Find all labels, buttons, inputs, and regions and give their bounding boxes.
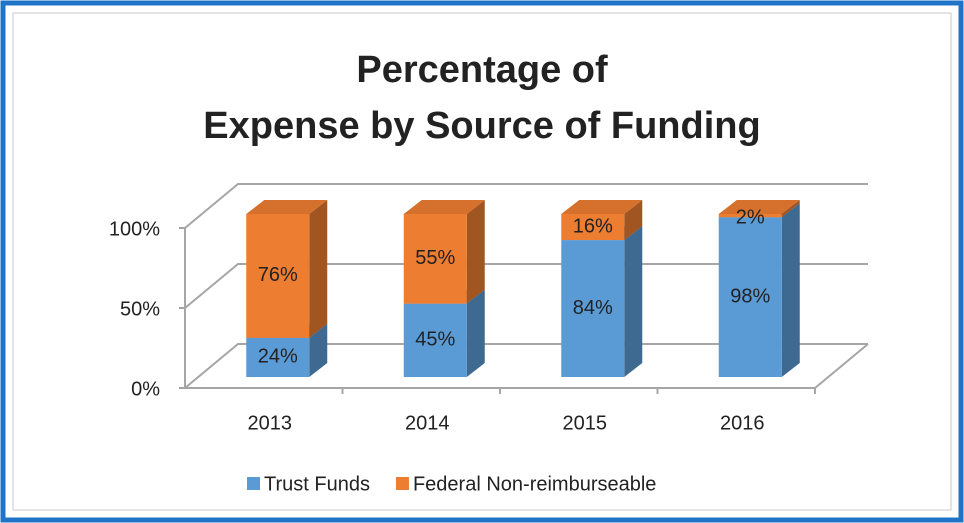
chart-title: Expense by Source of Funding — [203, 105, 760, 147]
bar-side — [624, 226, 643, 377]
bar — [718, 217, 782, 377]
data-label: 24% — [258, 346, 298, 368]
bar — [561, 240, 625, 377]
bar-side — [466, 200, 485, 304]
x-tick-label: 2016 — [720, 412, 765, 434]
x-tick-label: 2013 — [248, 412, 293, 434]
data-label: 2% — [736, 206, 765, 228]
legend-label: Trust Funds — [264, 473, 370, 495]
bar-top — [718, 200, 800, 214]
bar-side — [466, 289, 485, 377]
bar — [246, 337, 310, 377]
bar-side — [624, 200, 643, 241]
bar-top — [561, 200, 643, 214]
grid-line — [184, 183, 868, 229]
x-tick-label: 2014 — [405, 412, 450, 434]
bar — [561, 214, 625, 241]
y-tick-label: 100% — [109, 218, 160, 240]
x-tick-label: 2015 — [563, 412, 608, 434]
chart-title: Percentage of — [356, 49, 608, 91]
bar — [403, 303, 467, 377]
y-tick-label: 0% — [131, 378, 160, 400]
data-label: 16% — [573, 215, 613, 237]
legend-swatch — [395, 477, 409, 490]
data-label: 98% — [730, 285, 770, 307]
data-label: 76% — [258, 264, 298, 286]
bar — [718, 214, 782, 218]
bar — [403, 214, 467, 304]
bar-top — [403, 200, 485, 214]
y-tick-label: 50% — [120, 298, 160, 320]
bar-top — [246, 200, 328, 214]
grid-line — [184, 343, 868, 389]
bar-side — [309, 323, 328, 377]
legend-label: Federal Non-reimburseable — [413, 473, 656, 495]
inner-frame — [12, 12, 952, 511]
legend-swatch — [247, 477, 260, 490]
grid-line — [184, 263, 868, 309]
bar-side — [781, 203, 800, 377]
bar-side — [781, 200, 800, 218]
bar — [246, 214, 310, 338]
bar-side — [309, 200, 328, 338]
data-label: 45% — [415, 329, 455, 351]
data-label: 84% — [573, 297, 613, 319]
data-label: 55% — [415, 247, 455, 269]
